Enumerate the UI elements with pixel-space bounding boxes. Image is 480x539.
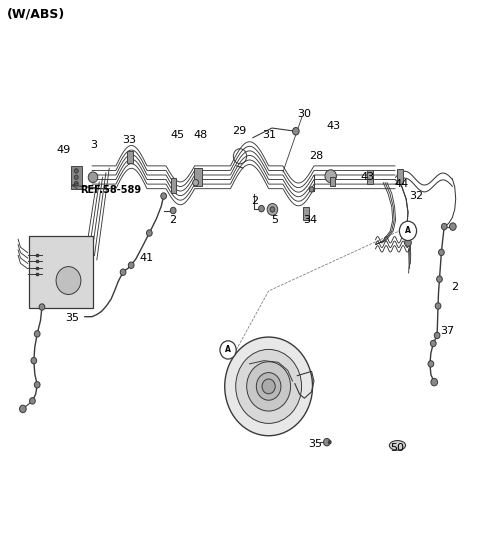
Text: 3: 3 [90,140,97,150]
Bar [330,177,335,186]
Text: 43: 43 [361,172,375,182]
Text: 33: 33 [122,135,136,145]
Text: 28: 28 [309,151,324,161]
Circle shape [431,340,436,347]
Circle shape [120,269,126,275]
Text: 49: 49 [56,146,71,155]
Bar [171,178,176,194]
Circle shape [236,349,301,424]
Circle shape [449,223,456,230]
Text: 45: 45 [170,130,184,141]
Circle shape [161,193,167,199]
Text: 35: 35 [309,439,323,449]
Text: (W/ABS): (W/ABS) [7,8,65,21]
Circle shape [431,378,438,386]
Circle shape [74,169,78,173]
Circle shape [74,182,78,186]
Circle shape [324,438,330,446]
Circle shape [31,357,36,364]
Circle shape [128,262,134,268]
Circle shape [442,223,447,230]
Circle shape [220,341,236,359]
Circle shape [225,337,312,436]
Circle shape [20,405,26,413]
Ellipse shape [389,440,406,450]
Circle shape [435,303,441,309]
Circle shape [434,332,440,338]
Circle shape [325,170,336,183]
Circle shape [193,179,199,186]
Circle shape [56,267,81,294]
Circle shape [34,330,40,337]
Circle shape [262,379,275,394]
Text: 5: 5 [271,215,278,225]
Circle shape [428,361,434,367]
Circle shape [292,128,299,135]
Bar [71,166,82,189]
Circle shape [74,175,78,179]
Circle shape [39,304,45,310]
Circle shape [399,221,417,240]
Text: REF.58-589: REF.58-589 [80,185,141,195]
Circle shape [170,208,176,214]
Circle shape [256,372,281,400]
Text: 44: 44 [394,179,408,189]
Text: 30: 30 [298,109,312,119]
Text: 43: 43 [326,121,340,131]
Text: 2: 2 [168,215,176,225]
Circle shape [88,172,98,183]
Circle shape [247,362,290,411]
Bar [367,170,372,184]
Circle shape [146,230,152,236]
Text: A: A [225,345,231,355]
Circle shape [270,207,275,212]
Circle shape [309,186,314,192]
Text: 48: 48 [194,130,208,141]
Circle shape [267,204,278,216]
Circle shape [405,239,411,246]
Text: 31: 31 [263,130,276,141]
Circle shape [328,440,331,444]
Text: 32: 32 [409,190,424,201]
Text: 50: 50 [391,443,405,453]
Bar [194,168,202,186]
Circle shape [437,276,443,282]
Bar [397,169,403,184]
Text: 35: 35 [65,313,79,323]
Text: 37: 37 [441,326,455,336]
Text: 41: 41 [140,253,154,262]
Text: 2: 2 [451,282,458,292]
Text: 29: 29 [232,126,246,136]
Text: 34: 34 [303,215,318,225]
Bar [127,151,133,163]
FancyBboxPatch shape [29,236,93,308]
Text: A: A [405,226,411,236]
Text: 2: 2 [251,196,258,206]
Bar [302,208,309,220]
Circle shape [30,398,35,404]
Circle shape [259,205,264,212]
Circle shape [439,249,444,255]
Circle shape [34,382,40,388]
